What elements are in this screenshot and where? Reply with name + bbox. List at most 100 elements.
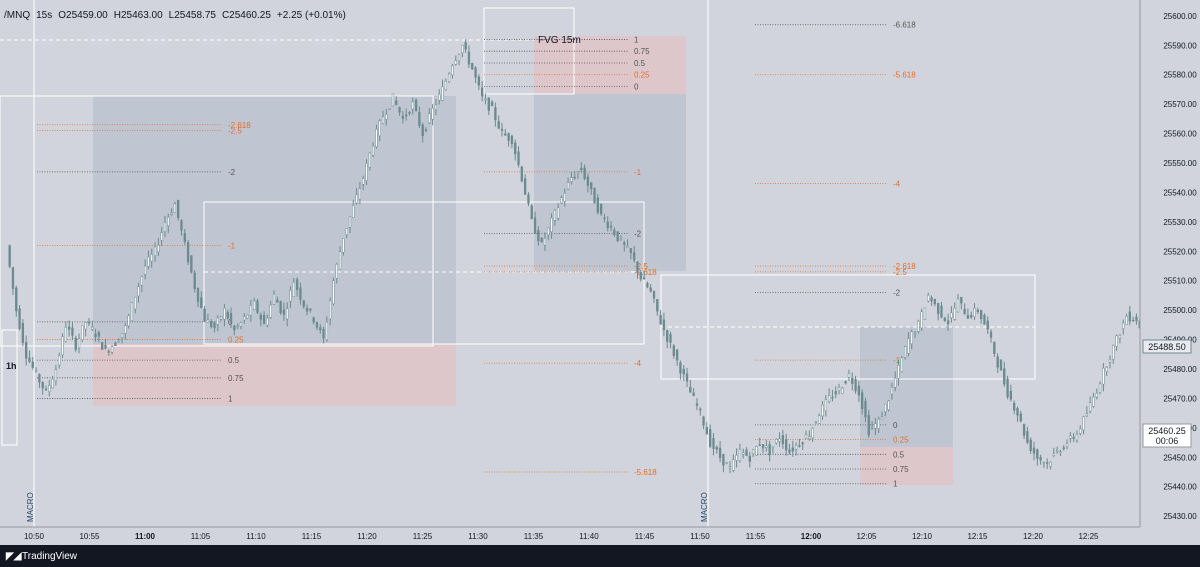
- candle-body: [745, 449, 748, 456]
- candle-body: [927, 295, 930, 302]
- price-tick-label: 25510.00: [1163, 277, 1197, 286]
- candle-body: [500, 128, 504, 131]
- candle-body: [77, 338, 81, 349]
- discount-zone-box: [93, 344, 456, 406]
- fib-level-label: -2.5: [228, 127, 242, 136]
- candle-body: [259, 314, 262, 320]
- time-tick-label: 12:25: [1078, 532, 1099, 541]
- candle-body: [761, 444, 765, 449]
- candle-body: [510, 135, 514, 145]
- candle-body: [167, 216, 170, 227]
- candle-body: [861, 392, 864, 410]
- candle-body: [550, 217, 553, 232]
- time-tick-label: 11:00: [135, 532, 156, 541]
- time-tick-label: 11:40: [579, 532, 599, 541]
- candle-body: [636, 261, 639, 273]
- candle-body: [163, 222, 167, 232]
- candle-body: [1022, 424, 1026, 436]
- fib-level-label: 0.5: [228, 356, 240, 365]
- candle-body: [398, 107, 401, 113]
- candle-body: [15, 287, 18, 312]
- candle-body: [1042, 462, 1046, 464]
- candle-body: [543, 238, 547, 246]
- candle-body: [21, 323, 25, 343]
- fib-level-label: 0.25: [228, 336, 244, 345]
- candle-body: [1108, 359, 1112, 363]
- candle-body: [530, 205, 533, 219]
- candle-body: [586, 176, 590, 186]
- candle-body: [1026, 431, 1029, 443]
- high-value: H25463.00: [113, 10, 163, 21]
- countdown-text: 00:06: [1156, 436, 1179, 446]
- candle-body: [64, 326, 67, 342]
- candle-body: [821, 404, 824, 417]
- candle-body: [352, 205, 355, 218]
- candle-body: [74, 337, 77, 350]
- candle-body: [996, 356, 999, 368]
- candle-body: [1135, 316, 1138, 322]
- candle-body: [619, 238, 623, 240]
- candle-body: [381, 116, 385, 124]
- candle-body: [626, 245, 629, 248]
- candle-body: [527, 194, 530, 204]
- candle-body: [226, 311, 229, 319]
- candle-body: [695, 403, 699, 406]
- candle-body: [345, 228, 348, 235]
- candle-body: [309, 308, 312, 311]
- fib-level-label: -5.618: [634, 468, 657, 477]
- fib-level-label: -2.5: [893, 268, 907, 277]
- candle-body: [1049, 461, 1052, 467]
- candle-body: [418, 112, 421, 126]
- candle-body: [1085, 413, 1089, 417]
- candle-body: [246, 314, 249, 319]
- candle-body: [454, 60, 457, 65]
- candle-body: [791, 447, 794, 452]
- candle-body: [170, 212, 173, 215]
- candle-body: [362, 178, 365, 185]
- candle-body: [219, 316, 223, 320]
- candle-body: [120, 333, 124, 339]
- candle-body: [679, 362, 682, 374]
- cursor-price-tag: 25460.25 00:06: [1142, 423, 1192, 448]
- time-axis: 10:50 10:55 11:00 11:05 11:10 11:15 11:20 11:25…: [24, 532, 1099, 541]
- candle-body: [864, 400, 867, 418]
- candle-body: [325, 321, 329, 341]
- fib-level-label: -2: [634, 230, 642, 239]
- candle-body: [831, 396, 834, 399]
- candle-body: [1069, 435, 1072, 439]
- fvg-label: FVG 15m: [538, 35, 581, 46]
- candle-body: [1013, 402, 1016, 411]
- watermark-text[interactable]: TradingView: [22, 551, 78, 562]
- candle-body: [1115, 335, 1118, 347]
- change-value: +2.25 (+0.01%): [276, 10, 346, 21]
- candle-body: [378, 120, 381, 137]
- candle-body: [768, 444, 771, 456]
- price-tick-label: 25570.00: [1163, 100, 1197, 109]
- candle-body: [606, 221, 609, 229]
- candle-body: [557, 207, 560, 219]
- price-tick-label: 25470.00: [1163, 394, 1197, 403]
- fib-level-label: 1: [893, 480, 898, 489]
- candle-body: [355, 194, 358, 204]
- candle-body: [134, 296, 137, 310]
- candle-body: [659, 315, 662, 325]
- candle-body: [685, 373, 689, 382]
- candle-body: [81, 325, 84, 340]
- candle-body: [553, 209, 557, 221]
- candle-body: [335, 264, 338, 279]
- candle-body: [28, 357, 31, 362]
- candle-body: [236, 325, 239, 328]
- candle-body: [329, 300, 332, 320]
- candle-body: [728, 466, 732, 469]
- candle-body: [461, 44, 464, 53]
- price-tick-label: 25590.00: [1163, 41, 1197, 50]
- fib-level-label: 0.5: [893, 450, 905, 459]
- candle-body: [173, 203, 177, 213]
- candle-body: [841, 387, 844, 394]
- candle-body: [950, 312, 953, 318]
- candle-body: [616, 231, 619, 241]
- tradingview-logo-icon[interactable]: ◤◢: [6, 551, 22, 562]
- timeframe-label: 1h: [6, 361, 17, 371]
- candle-body: [114, 342, 117, 346]
